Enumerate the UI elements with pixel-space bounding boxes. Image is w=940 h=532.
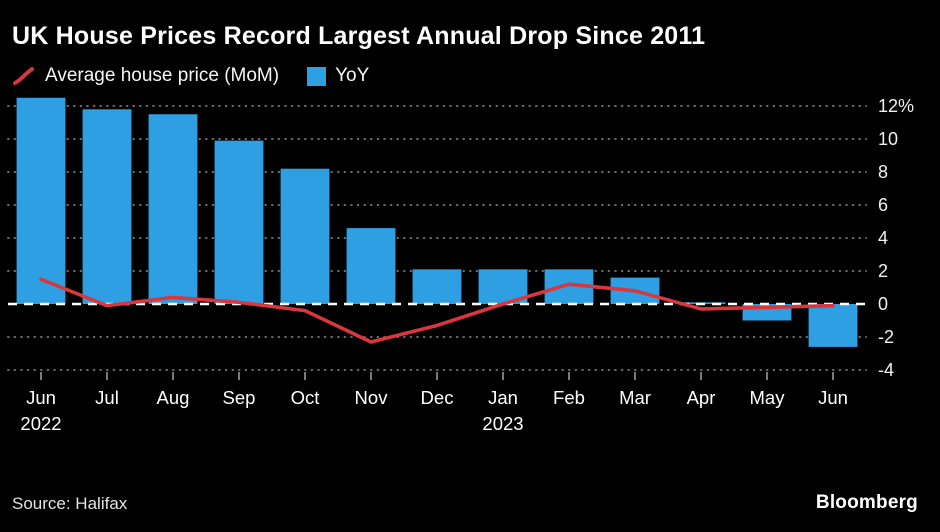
red-line-swatch-icon bbox=[12, 66, 36, 86]
legend-label-mom: Average house price (MoM) bbox=[45, 65, 280, 86]
legend-label-yoy: YoY bbox=[335, 65, 370, 86]
chart-plot-area: 12% 10 8 6 4 2 0 -2 -4 Jun 2022 Jul Aug Sep Oct Nov Dec J… bbox=[0, 91, 940, 443]
svg-text:Feb: Feb bbox=[553, 387, 585, 408]
svg-text:Jul: Jul bbox=[95, 387, 119, 408]
svg-text:-2: -2 bbox=[878, 327, 894, 347]
svg-text:Mar: Mar bbox=[619, 387, 651, 408]
blue-bar-swatch-icon bbox=[307, 66, 327, 86]
svg-text:Apr: Apr bbox=[687, 387, 716, 408]
svg-text:10: 10 bbox=[878, 129, 898, 149]
svg-text:Nov: Nov bbox=[355, 387, 389, 408]
svg-text:Jun: Jun bbox=[818, 387, 848, 408]
svg-text:6: 6 bbox=[878, 195, 888, 215]
svg-text:Dec: Dec bbox=[421, 387, 454, 408]
chart-legend: Average house price (MoM) YoY bbox=[0, 55, 940, 89]
legend-item-yoy: YoY bbox=[307, 65, 369, 87]
svg-text:2022: 2022 bbox=[20, 413, 61, 434]
svg-text:Jan: Jan bbox=[488, 387, 518, 408]
svg-text:-4: -4 bbox=[878, 360, 894, 380]
source-credit: Source: Halifax bbox=[12, 494, 128, 513]
bloomberg-logo: Bloomberg bbox=[815, 492, 918, 513]
svg-text:0: 0 bbox=[878, 294, 888, 314]
svg-text:Oct: Oct bbox=[291, 387, 320, 408]
svg-text:Sep: Sep bbox=[223, 387, 256, 408]
chart-title: UK House Prices Record Largest Annual Dr… bbox=[12, 22, 706, 50]
legend-item-mom: Average house price (MoM) bbox=[12, 65, 279, 87]
svg-text:4: 4 bbox=[878, 228, 888, 248]
svg-text:May: May bbox=[750, 387, 786, 408]
svg-text:Aug: Aug bbox=[157, 387, 190, 408]
svg-text:Jun: Jun bbox=[26, 387, 56, 408]
svg-text:8: 8 bbox=[878, 162, 888, 182]
svg-text:12%: 12% bbox=[878, 96, 914, 116]
chart-footer: Source: Halifax Bloomberg bbox=[0, 443, 940, 532]
svg-text:2023: 2023 bbox=[482, 413, 523, 434]
chart-svg: 12% 10 8 6 4 2 0 -2 -4 Jun 2022 Jul Aug Sep Oct Nov Dec J… bbox=[7, 96, 914, 434]
svg-text:2: 2 bbox=[878, 261, 888, 281]
